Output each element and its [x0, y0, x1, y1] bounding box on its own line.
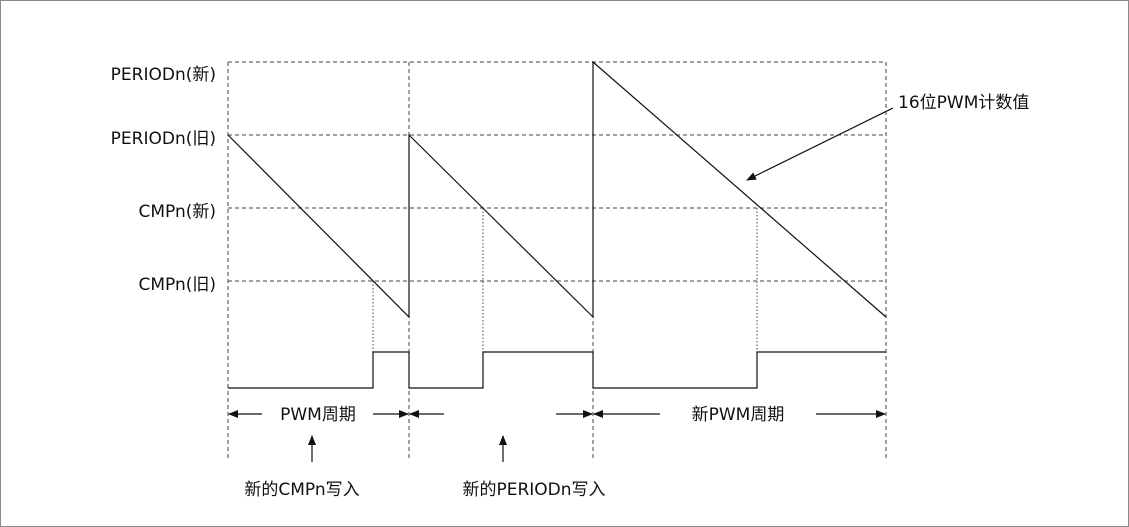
counter-pointer-arrow [746, 107, 894, 181]
label-cmp-old: CMPn(旧) [138, 275, 216, 295]
label-period-old: PERIODn(旧) [111, 129, 216, 149]
label-period-new: PERIODn(新) [111, 65, 216, 85]
pwm-output-waveform [228, 351, 886, 389]
label-new-period-write: 新的PERIODn写入 [462, 480, 605, 500]
label-counter: 16位PWM计数值 [898, 93, 1029, 113]
label-new-pwm-period: 新PWM周期 [692, 405, 785, 425]
counter-sawtooth [227, 60, 887, 319]
label-pwm-period: PWM周期 [280, 405, 356, 425]
label-new-cmp-write: 新的CMPn写入 [244, 480, 359, 500]
label-cmp-new: CMPn(新) [138, 202, 216, 222]
